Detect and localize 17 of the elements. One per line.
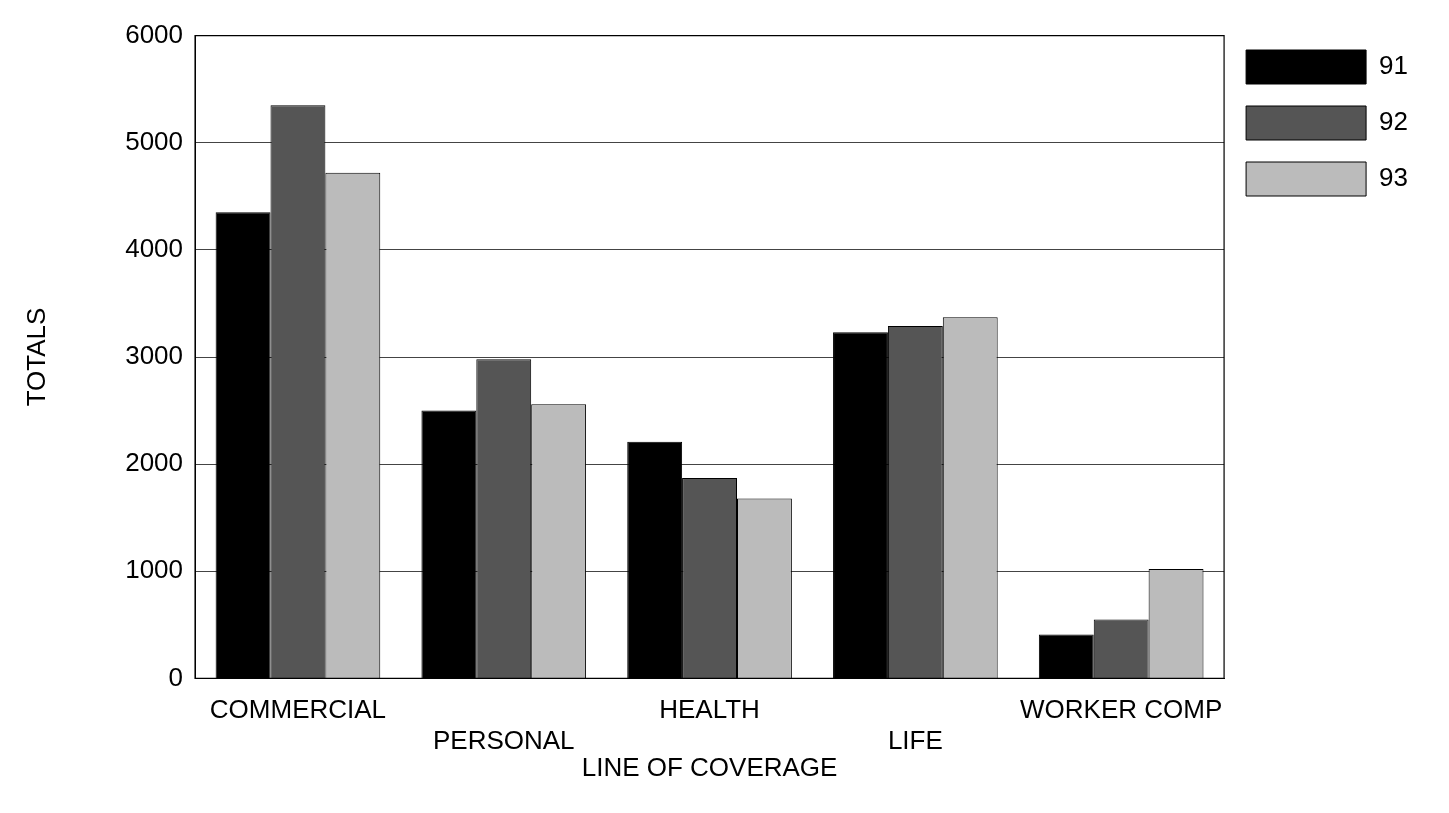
y-axis-title: TOTALS — [20, 307, 51, 407]
y-tick-label: 1000 — [125, 554, 184, 585]
legend-label: 92 — [1379, 106, 1408, 137]
y-tick-label: 3000 — [125, 340, 184, 371]
legend-label: 93 — [1379, 162, 1408, 193]
legend-label: 91 — [1379, 50, 1408, 81]
x-tick-label: WORKER COMP — [1020, 694, 1223, 725]
y-tick-label: 2000 — [125, 447, 184, 478]
x-tick-label: HEALTH — [659, 694, 760, 725]
y-tick-label: 4000 — [125, 233, 184, 264]
x-axis-title: LINE OF COVERAGE — [581, 751, 838, 782]
y-tick-label: 5000 — [125, 125, 184, 156]
y-tick-label: 6000 — [125, 18, 184, 49]
x-tick-label: LIFE — [887, 725, 943, 756]
y-tick-label: 0 — [168, 661, 184, 692]
x-tick-label: PERSONAL — [432, 725, 575, 756]
x-tick-label: COMMERCIAL — [209, 694, 387, 725]
